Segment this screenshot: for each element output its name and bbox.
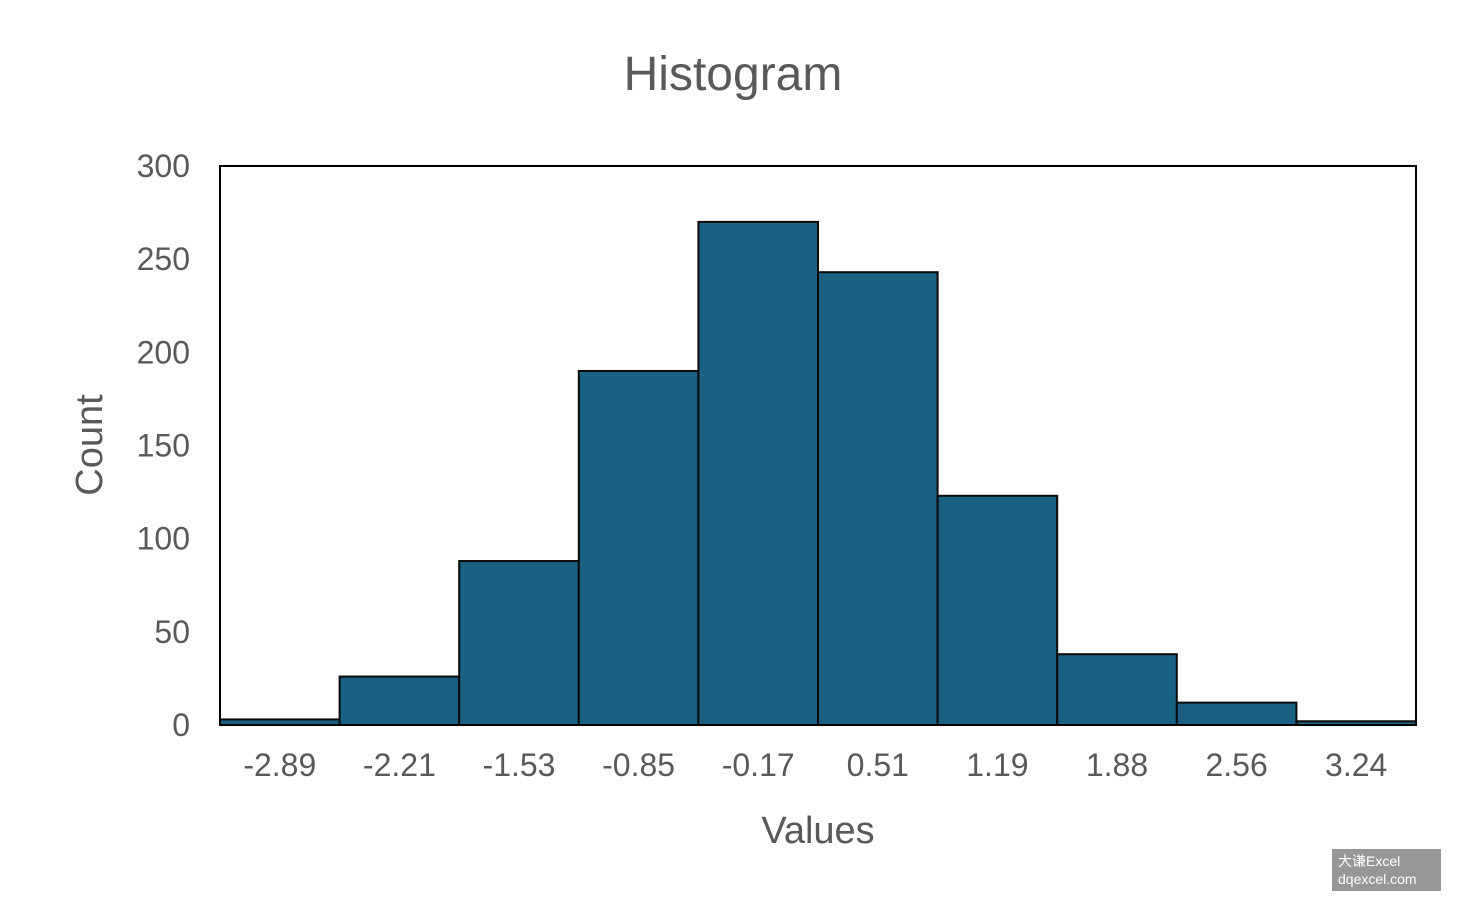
x-axis-ticks: -2.89 -2.21 -1.53 -0.85 -0.17 0.51 1.19 1.88 2.5… (243, 747, 1387, 783)
x-tick-label-4: -0.17 (722, 747, 795, 783)
histogram-bar-3 (577, 369, 700, 726)
x-tick-label-3: -0.85 (602, 747, 675, 783)
y-tick-label-0: 0 (172, 707, 190, 743)
y-axis-ticks: 0 50 100 150 200 250 300 (137, 148, 190, 743)
histogram-bar-5 (817, 271, 939, 726)
histogram-bar-2 (458, 560, 580, 726)
watermark-line2: dqexcel.com (1338, 871, 1417, 887)
y-tick-label-5: 250 (137, 241, 190, 277)
y-tick-label-2: 100 (137, 521, 190, 557)
watermark-logo: 大谦Excel dqexcel.com (1332, 849, 1441, 891)
plot-area-border (219, 165, 1417, 726)
x-tick-label-5: 0.51 (847, 747, 909, 783)
x-tick-label-2: -1.53 (483, 747, 556, 783)
x-tick-label-9: 3.24 (1325, 747, 1387, 783)
x-tick-label-0: -2.89 (243, 747, 316, 783)
bars-group (219, 220, 1418, 727)
watermark-line1: 大谦Excel (1338, 853, 1401, 869)
x-tick-label-7: 1.88 (1086, 747, 1148, 783)
x-axis-label: Values (761, 810, 874, 852)
x-tick-label-8: 2.56 (1205, 747, 1267, 783)
y-tick-label-6: 300 (137, 148, 190, 184)
histogram-bar-1 (338, 675, 461, 727)
y-tick-label-3: 150 (137, 428, 190, 464)
y-axis-label: Count (69, 394, 111, 496)
y-tick-label-4: 200 (137, 334, 190, 370)
x-tick-label-6: 1.19 (966, 747, 1028, 783)
histogram-bar-7 (1056, 653, 1178, 727)
x-tick-label-1: -2.21 (363, 747, 436, 783)
histogram-bar-4 (697, 220, 820, 726)
histogram-bar-8 (1175, 701, 1298, 727)
chart-title: Histogram (624, 48, 843, 101)
y-tick-label-1: 50 (154, 614, 190, 650)
histogram-bar-6 (936, 494, 1059, 726)
